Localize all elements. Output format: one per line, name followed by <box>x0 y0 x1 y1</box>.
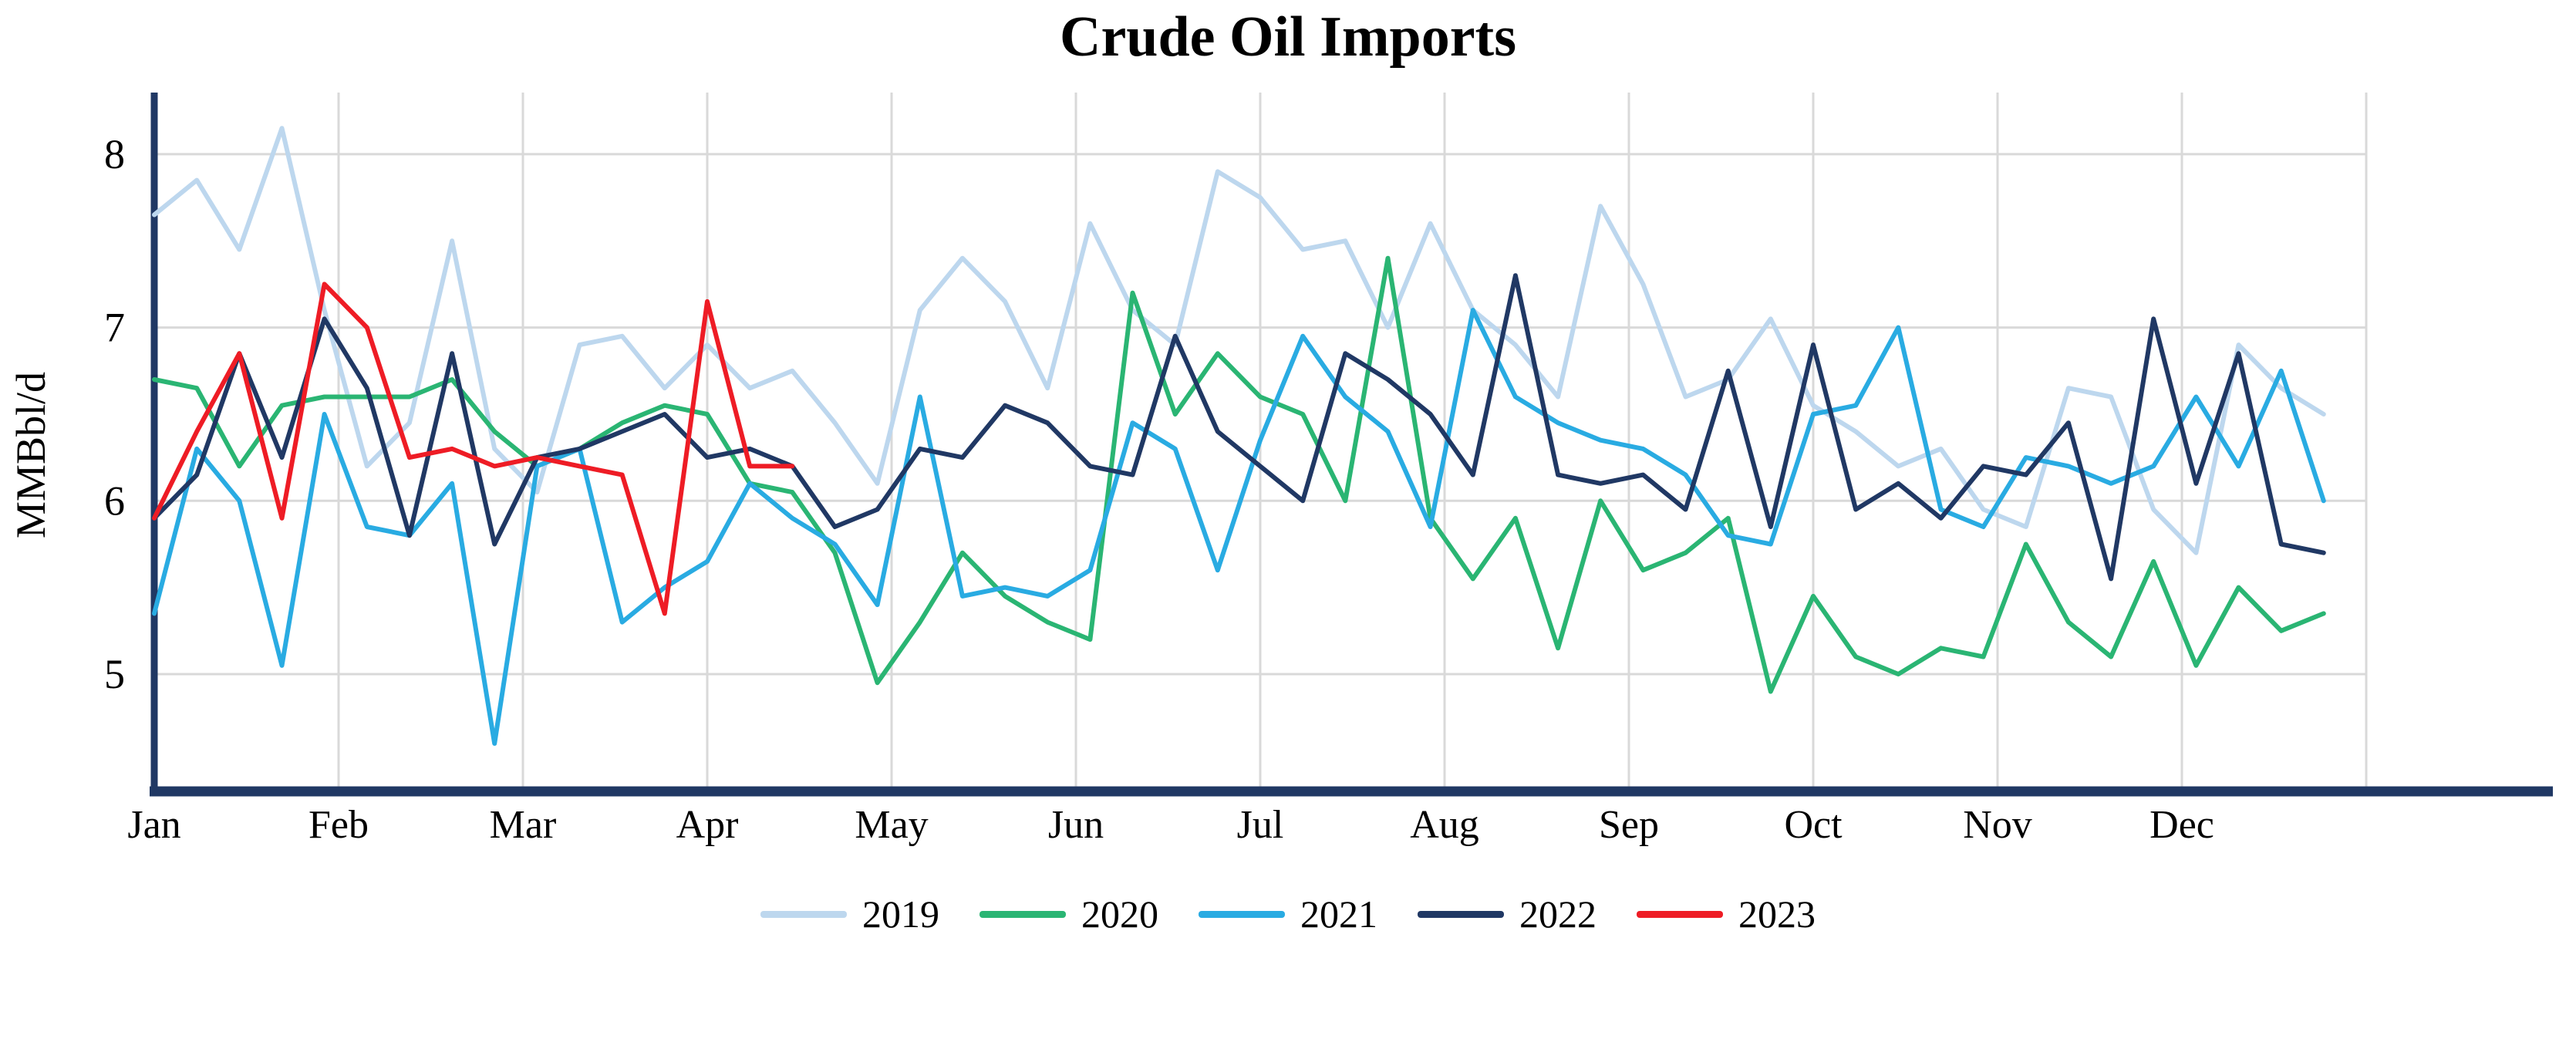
y-tick-label: 6 <box>104 477 125 524</box>
chart-title: Crude Oil Imports <box>1060 5 1516 69</box>
legend-swatch-2023 <box>1637 910 1723 918</box>
legend-swatch-2019 <box>760 910 847 918</box>
y-tick-label: 5 <box>104 651 125 697</box>
legend-item-2021: 2021 <box>1199 892 1377 936</box>
legend-swatch-2022 <box>1418 910 1504 918</box>
series-line-2023 <box>152 282 795 616</box>
legend-label-2020: 2020 <box>1081 892 1158 936</box>
x-tick-label: Jan <box>127 803 180 847</box>
legend-item-2022: 2022 <box>1418 892 1597 936</box>
legend-swatch-2021 <box>1199 910 1285 918</box>
legend-item-2020: 2020 <box>979 892 1158 936</box>
x-tick-label: Mar <box>490 803 557 847</box>
series-line-2021 <box>152 308 2326 746</box>
legend-label-2021: 2021 <box>1300 892 1377 936</box>
x-tick-label: Jun <box>1048 803 1104 847</box>
y-tick-label: 8 <box>104 131 125 177</box>
x-tick-label: Apr <box>676 803 739 847</box>
x-tick-label: Sep <box>1599 803 1659 847</box>
x-tick-label: Dec <box>2149 803 2214 847</box>
x-tick-label: Jul <box>1237 803 1284 847</box>
legend: 2019 2020 2021 2022 2023 <box>0 879 2576 949</box>
legend-label-2023: 2023 <box>1738 892 1816 936</box>
x-tick-label: Aug <box>1410 803 1479 847</box>
series-line-2022 <box>152 273 2326 582</box>
legend-item-2019: 2019 <box>760 892 939 936</box>
legend-label-2022: 2022 <box>1519 892 1597 936</box>
series-line-2020 <box>152 255 2326 694</box>
y-axis-label: MMBbl/d <box>8 372 54 538</box>
x-tick-label: May <box>855 803 928 847</box>
x-tick-label: Oct <box>1784 803 1843 847</box>
legend-item-2023: 2023 <box>1637 892 1816 936</box>
series-line-2019 <box>152 126 2326 555</box>
x-tick-label: Nov <box>1963 803 2032 847</box>
x-tick-label: Feb <box>309 803 369 847</box>
legend-swatch-2020 <box>979 910 1066 918</box>
y-tick-label: 7 <box>104 305 125 351</box>
legend-label-2019: 2019 <box>862 892 939 936</box>
